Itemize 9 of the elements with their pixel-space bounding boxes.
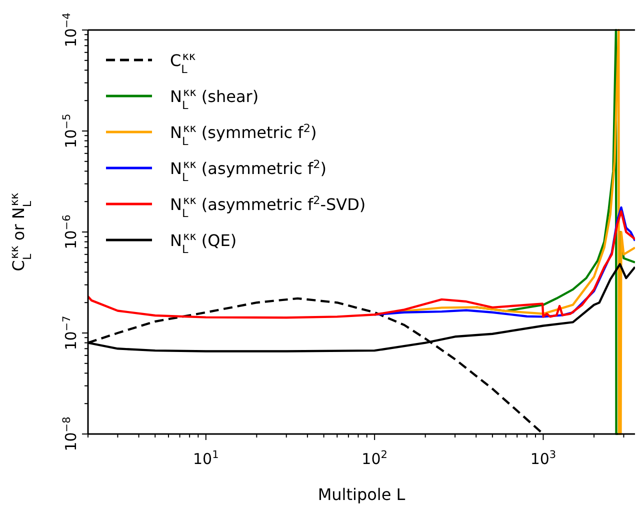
legend-label: N$_{L}$$^{κκ}$ (symmetric f$^{2}$) [170, 122, 317, 148]
legend-label: N$_{L}$$^{κκ}$ (asymmetric f$^{2}$-SVD) [170, 194, 366, 220]
legend-label: N$_{L}$$^{κκ}$ (shear) [170, 86, 259, 112]
x-axis-title: Multipole L [318, 485, 406, 504]
x-tick-label: 10$^{3}$ [530, 449, 556, 468]
x-tick-label: 10$^{2}$ [362, 449, 388, 468]
legend-label: N$_{L}$$^{κκ}$ (QE) [170, 230, 237, 256]
x-tick-label: 10$^{1}$ [193, 449, 219, 468]
legend-label: N$_{L}$$^{κκ}$ (asymmetric f$^{2}$) [170, 158, 326, 184]
